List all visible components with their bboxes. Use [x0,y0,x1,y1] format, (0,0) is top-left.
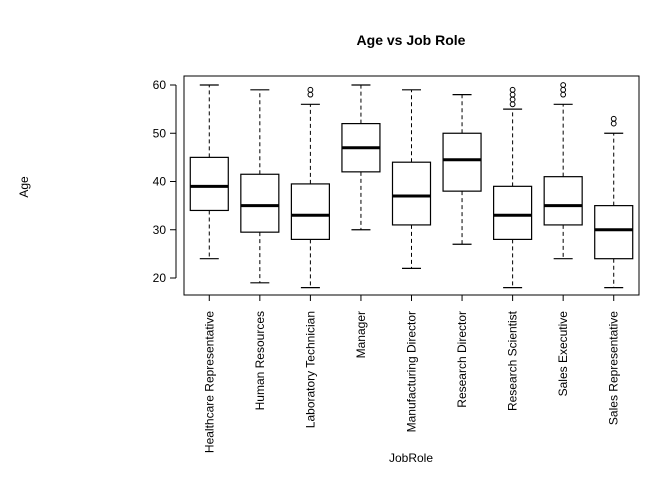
iqr-box [594,205,634,260]
chart-title: Age vs Job Role [357,32,466,48]
iqr-box [543,176,583,226]
outlier-point [610,120,617,127]
x-tick-label: Manufacturing Director [405,311,419,432]
box-1 [189,84,229,260]
y-tick-label: 20 [153,271,167,285]
iqr-box [391,161,432,226]
x-tick-label: Research Scientist [506,310,520,411]
x-axis: Healthcare Representative Human Resources… [202,294,621,453]
box-6 [442,94,482,245]
box-2 [240,89,280,284]
iqr-box [290,183,330,241]
box-3 [290,86,330,289]
outlier-point [307,91,314,98]
outlier-point [560,91,567,98]
y-axis: 20 30 40 50 60 [153,78,177,285]
box-7 [493,86,533,289]
x-axis-label: JobRole [389,451,433,465]
boxes-group [189,82,634,289]
outlier-point [307,86,314,93]
outlier-point [509,101,516,108]
x-tick-label: Research Director [455,311,469,408]
outlier-point [560,82,567,88]
y-tick-label: 50 [153,126,167,140]
outlier-point [610,115,617,122]
iqr-box [442,132,482,192]
iqr-box [240,173,280,233]
x-tick-label: Sales Representative [607,311,621,425]
y-tick-label: 40 [153,175,167,189]
box-8 [543,82,583,260]
outlier-point [509,96,516,103]
outlier-point [560,86,567,93]
y-tick-label: 60 [153,78,167,92]
outlier-point [509,86,516,93]
y-axis-label: Age [17,176,31,198]
x-tick-label: Human Resources [253,311,267,410]
x-tick-label: Healthcare Representative [202,311,216,453]
x-tick-label: Manager [354,311,368,358]
box-4 [341,84,381,231]
box-5 [391,89,432,269]
iqr-box [189,156,229,212]
box-9 [594,115,634,289]
x-tick-label: Laboratory Technician [303,311,317,428]
iqr-box [493,185,533,240]
x-tick-label: Sales Executive [556,311,570,397]
y-tick-label: 30 [153,223,167,237]
outlier-point [509,91,516,98]
